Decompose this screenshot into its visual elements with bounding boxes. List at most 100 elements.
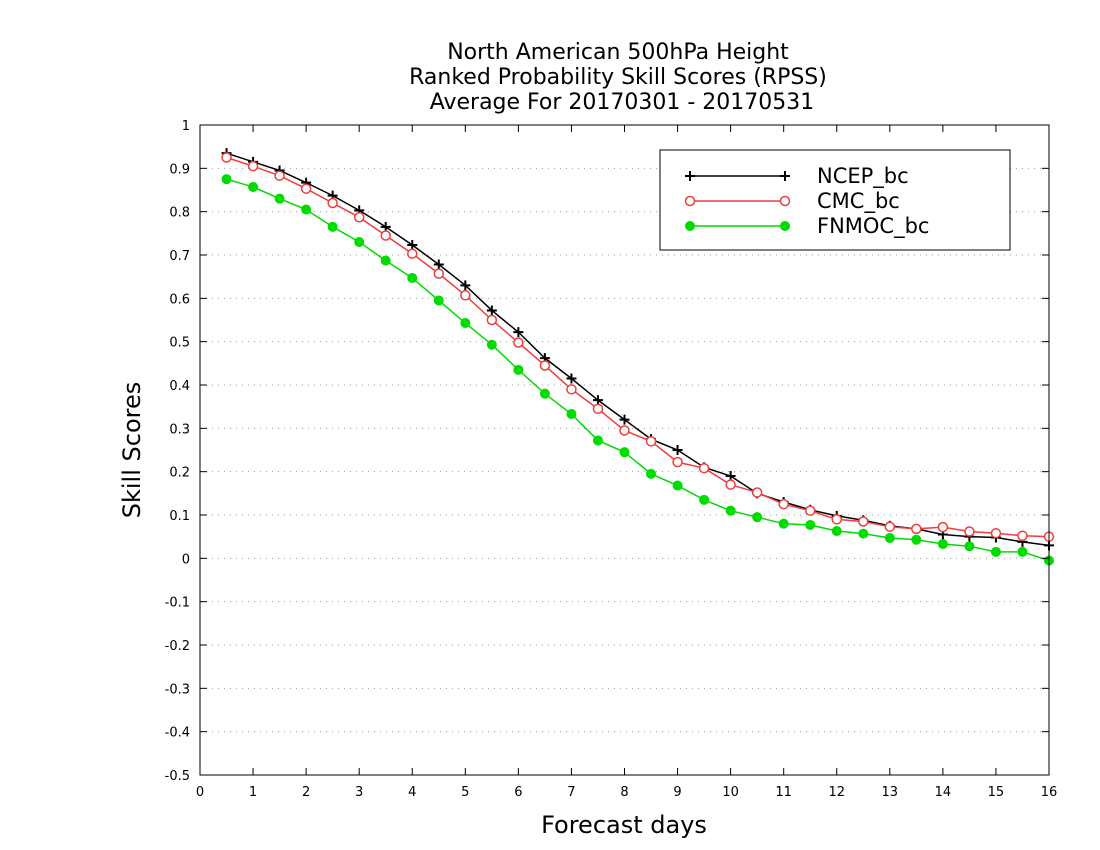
data-point — [990, 546, 1001, 557]
y-tick-label: 1 — [182, 119, 190, 134]
y-tick-label: -0.3 — [165, 682, 190, 697]
data-point — [619, 414, 630, 425]
data-point — [300, 183, 312, 194]
data-point — [619, 425, 630, 436]
y-tick-label: 0.8 — [169, 206, 190, 221]
data-point — [990, 527, 1002, 539]
data-point — [964, 541, 975, 552]
y-tick-label: 0.5 — [169, 336, 190, 351]
legend-box — [659, 149, 1011, 251]
x-tick-label: 11 — [775, 785, 792, 800]
y-tick-label: 0 — [182, 552, 190, 567]
series-fnmoc-bc — [221, 174, 1054, 566]
data-point — [301, 204, 312, 215]
data-point — [274, 170, 285, 181]
x-tick-label: 10 — [722, 785, 739, 800]
data-point — [778, 518, 789, 529]
x-tick-label: 12 — [828, 785, 845, 800]
x-tick-label: 14 — [935, 785, 952, 800]
data-point — [858, 528, 869, 539]
data-point — [725, 471, 736, 481]
data-point — [221, 152, 232, 163]
data-point — [592, 435, 603, 446]
legend-label: CMC_bc — [817, 189, 900, 214]
data-point — [274, 193, 285, 204]
y-tick-label: 0.6 — [169, 292, 190, 307]
data-point — [698, 462, 710, 474]
data-point — [248, 181, 259, 192]
y-tick-label: 0.3 — [169, 422, 190, 437]
data-point — [672, 480, 683, 491]
data-point — [699, 494, 710, 505]
data-point — [407, 248, 418, 259]
data-point — [460, 280, 471, 291]
chart-title-line-3: Average For 20170301 - 20170531 — [430, 90, 815, 115]
y-tick-label: -0.2 — [165, 639, 190, 654]
chart-title-line-1: North American 500hPa Height — [447, 40, 789, 65]
y-tick-label: 0.2 — [169, 466, 190, 481]
x-tick-label: 5 — [461, 785, 469, 800]
x-tick-label: 0 — [196, 785, 204, 800]
y-tick-label: 0.9 — [169, 162, 190, 177]
data-point — [911, 534, 922, 545]
legend-label: FNMOC_bc — [817, 214, 929, 239]
legend-marker — [685, 221, 695, 231]
data-point — [725, 505, 736, 516]
legend-entry: FNMOC_bc — [685, 214, 929, 239]
data-point — [778, 498, 789, 510]
legend-label: NCEP_bc — [817, 164, 909, 189]
data-point — [858, 516, 869, 527]
data-point — [513, 364, 524, 375]
x-tick-label: 15 — [988, 785, 1005, 800]
data-point — [1017, 530, 1028, 542]
x-tick-label: 16 — [1041, 785, 1058, 800]
data-point — [433, 268, 445, 279]
data-point — [911, 523, 922, 535]
data-point — [752, 512, 763, 523]
data-point — [592, 395, 603, 406]
x-tick-label: 13 — [882, 785, 899, 800]
data-point — [566, 384, 577, 395]
data-point — [646, 468, 657, 479]
y-tick-label: -0.5 — [165, 769, 190, 784]
x-tick-label: 8 — [620, 785, 628, 800]
data-point — [725, 479, 736, 490]
data-point — [805, 519, 816, 530]
axis-ticks: -0.5 -0.4 -0.3 -0.2 -0.1 0 0.1 0.2 0.3 0.4 0.5 0.6 0… — [165, 119, 1058, 800]
data-point — [407, 240, 418, 251]
y-axis-title: Skill Scores — [118, 382, 146, 519]
data-point — [619, 447, 630, 458]
data-point — [247, 160, 259, 172]
data-point — [327, 221, 338, 232]
data-point — [380, 255, 391, 266]
legend-marker — [684, 195, 696, 207]
data-point — [433, 259, 444, 270]
data-point — [1017, 546, 1028, 557]
data-point — [486, 305, 497, 316]
series-group — [221, 148, 1055, 566]
data-point — [804, 505, 816, 516]
data-point — [937, 521, 949, 533]
data-point — [539, 360, 551, 371]
data-point — [460, 290, 471, 301]
data-point — [380, 221, 391, 232]
data-point — [460, 318, 471, 329]
data-point — [513, 327, 524, 338]
data-point — [884, 521, 896, 532]
data-point — [964, 526, 975, 537]
data-point — [884, 532, 895, 543]
series-cmc-bc — [221, 152, 1055, 542]
y-tick-label: 0.7 — [169, 249, 190, 264]
legend-marker — [685, 171, 695, 181]
y-tick-label: -0.1 — [165, 596, 190, 611]
data-point — [566, 373, 577, 384]
y-tick-label: -0.4 — [165, 726, 190, 741]
legend-marker — [780, 221, 790, 231]
data-point — [353, 212, 365, 223]
data-point — [433, 295, 444, 306]
data-point — [486, 339, 497, 350]
y-tick-label: 0.1 — [169, 509, 190, 524]
data-point — [566, 409, 577, 420]
